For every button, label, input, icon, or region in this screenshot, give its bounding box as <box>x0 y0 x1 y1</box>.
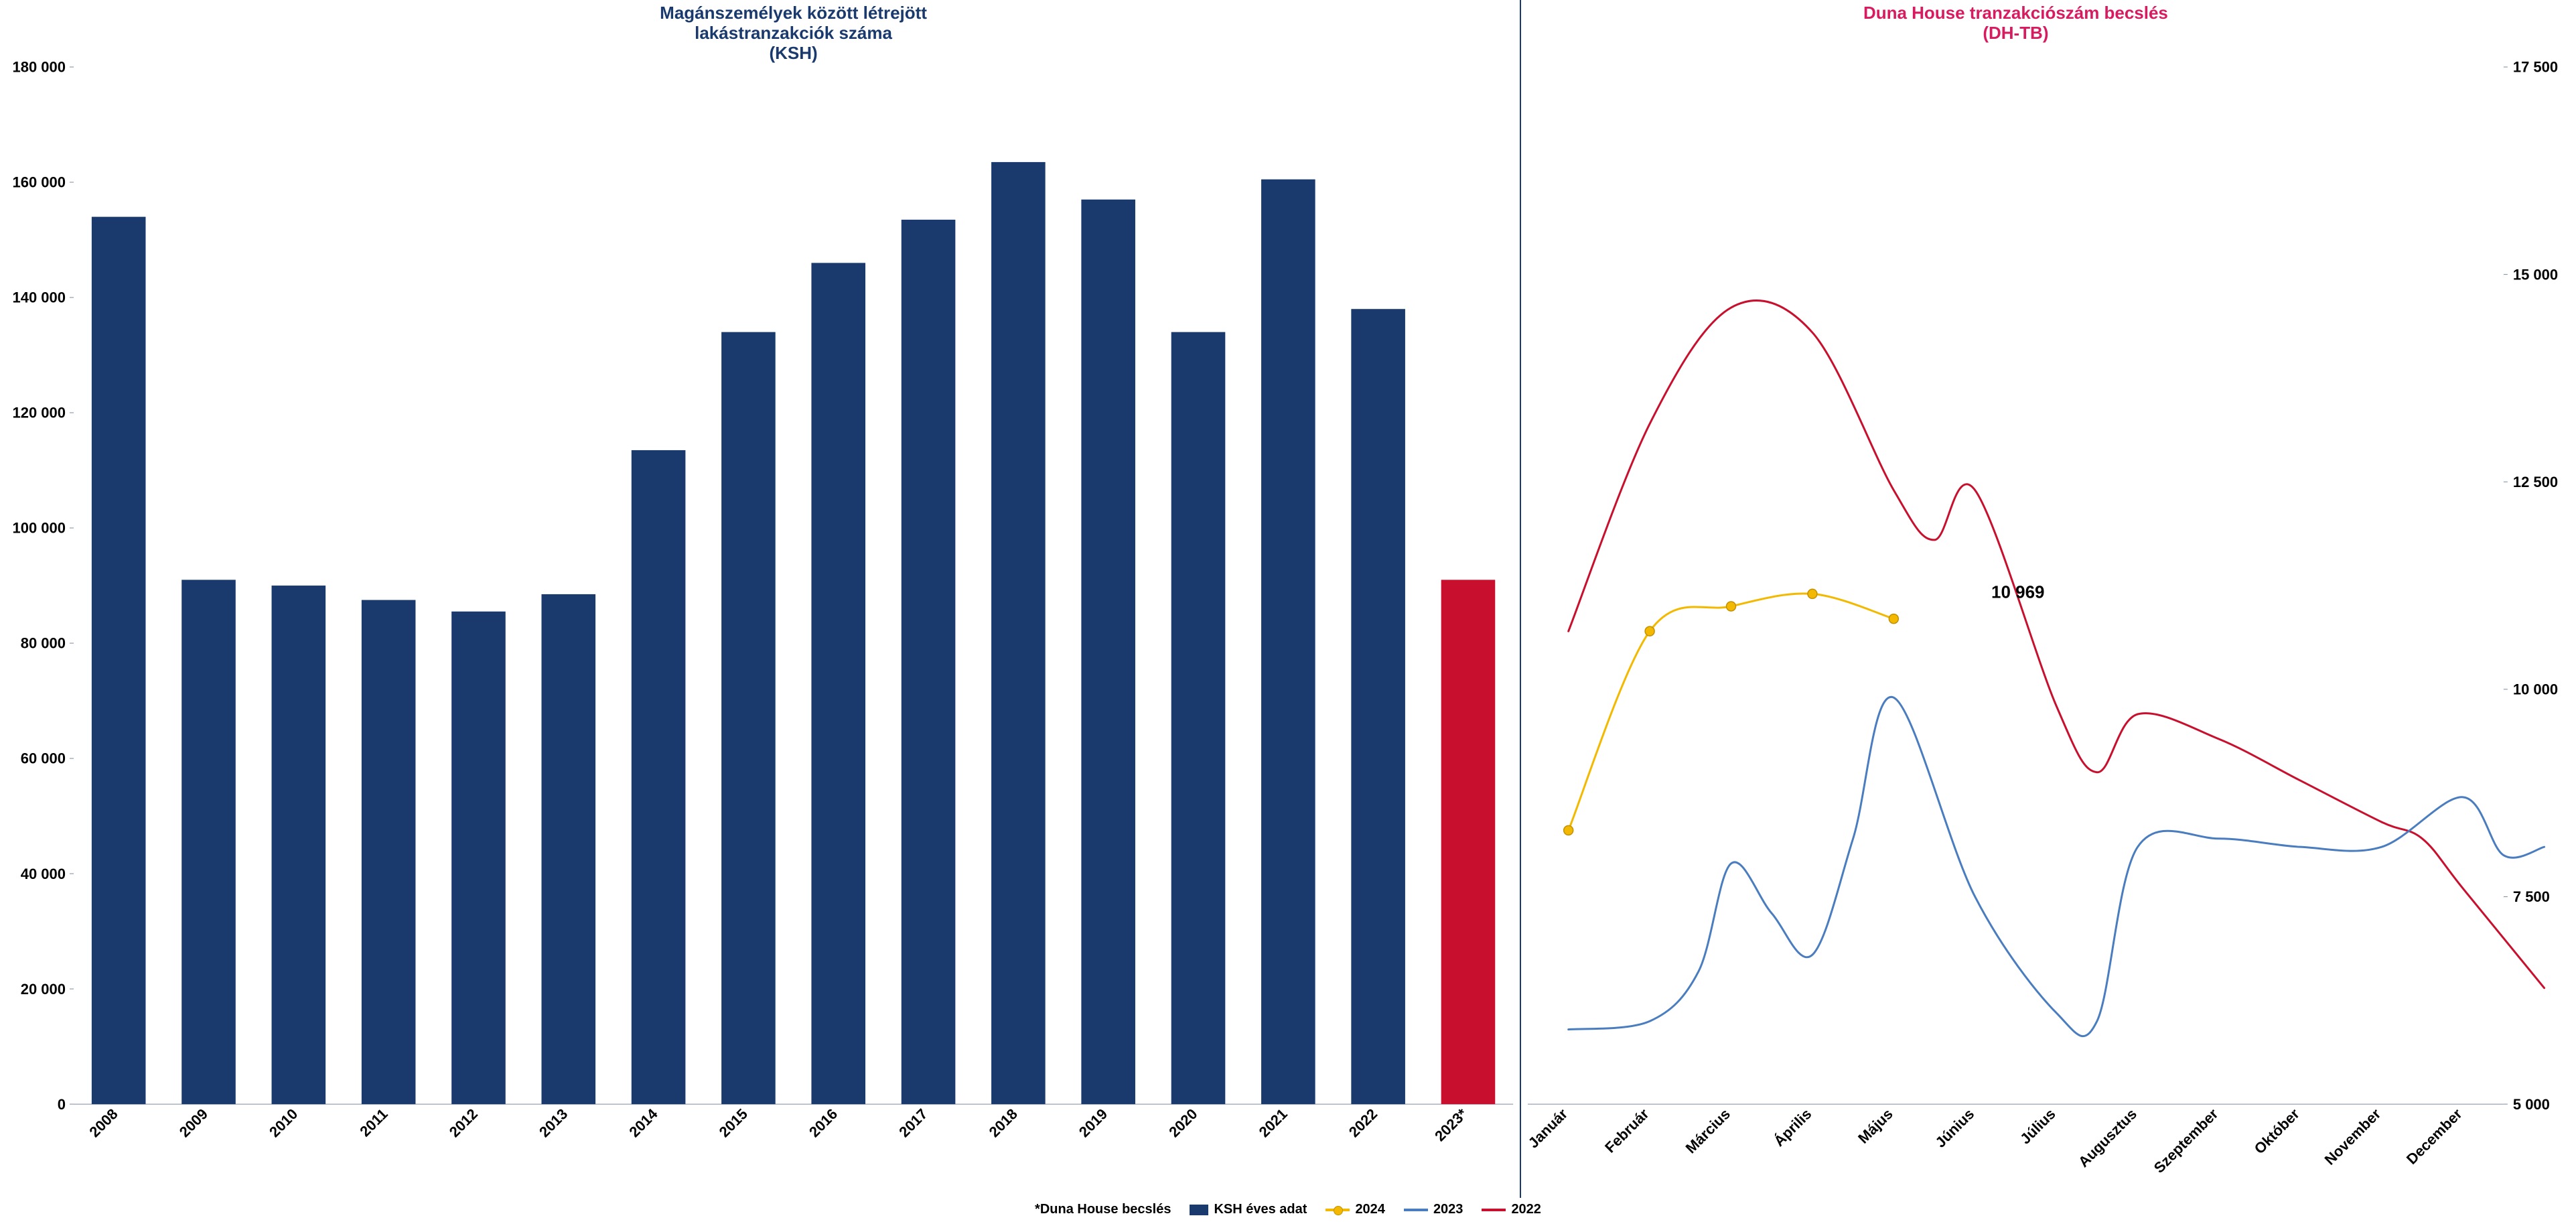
line-chart-xtick-label: December <box>2403 1105 2465 1168</box>
legend-label: KSH éves adat <box>1214 1202 1307 1217</box>
series-2024 <box>1569 594 1894 830</box>
line-chart-ytick-label: 17 500 <box>2513 59 2558 76</box>
chart-container: Magánszemélyek között létrejöttlakástran… <box>0 0 2576 1209</box>
line-chart-xtick-label: Szeptember <box>2151 1105 2222 1176</box>
series-2024-marker <box>1645 626 1654 636</box>
bar-chart-xtick-label: 2020 <box>1165 1105 1200 1140</box>
line-chart-ytick-label: 12 500 <box>2513 474 2558 490</box>
line-chart-xtick-label: November <box>2321 1105 2384 1168</box>
legend-item: *Duna House becslés <box>1035 1202 1171 1217</box>
line-chart-xtick-label: Május <box>1855 1105 1896 1147</box>
bar-chart-xtick-label: 2022 <box>1346 1105 1380 1140</box>
bar <box>1351 309 1405 1104</box>
bar-chart-title-line: (KSH) <box>769 43 817 63</box>
bar-chart-xtick-label: 2015 <box>716 1105 751 1140</box>
bar <box>541 594 595 1104</box>
bar-chart-xtick-label: 2012 <box>446 1105 481 1140</box>
legend-label: 2022 <box>1511 1202 1541 1217</box>
line-chart-xtick-label: Január <box>1525 1105 1571 1152</box>
bar-chart-ytick-label: 20 000 <box>21 981 66 998</box>
bar <box>991 162 1046 1104</box>
bar <box>1081 200 1135 1104</box>
bar-chart-ytick-label: 80 000 <box>21 635 66 652</box>
line-chart-xtick-label: Március <box>1683 1105 1733 1156</box>
legend-swatch-bar <box>1190 1205 1208 1215</box>
bar <box>1171 332 1226 1104</box>
bar-chart-title-line: lakástranzakciók száma <box>695 23 892 43</box>
bar-chart-svg: Magánszemélyek között létrejöttlakástran… <box>0 0 1520 1198</box>
bar-chart-xtick-label: 2023* <box>1431 1105 1471 1145</box>
bar <box>902 220 956 1104</box>
bar-chart-ytick-label: 100 000 <box>12 520 66 537</box>
legend-label: 2023 <box>1433 1202 1463 1217</box>
line-chart-ytick-label: 5 000 <box>2513 1096 2550 1113</box>
legend-item: 2024 <box>1326 1202 1385 1217</box>
bar <box>632 450 686 1104</box>
bar <box>721 332 776 1104</box>
legend-label: *Duna House becslés <box>1035 1202 1171 1217</box>
bar-chart-ytick-label: 160 000 <box>12 174 66 191</box>
bar-chart-xtick-label: 2008 <box>86 1105 121 1140</box>
legend-label: 2024 <box>1355 1202 1385 1217</box>
series-2022 <box>1569 301 2545 988</box>
line-chart-xtick-label: Február <box>1601 1105 1652 1156</box>
bar-chart-xtick-label: 2019 <box>1076 1105 1111 1140</box>
series-2024-marker <box>1727 602 1736 611</box>
line-chart-xtick-label: Október <box>2251 1105 2303 1158</box>
legend-item: 2022 <box>1482 1202 1541 1217</box>
bar-chart-panel: Magánszemélyek között létrejöttlakástran… <box>0 0 1520 1198</box>
legend: *Duna House becslés KSH éves adat 2024 2023… <box>0 1198 2576 1224</box>
line-chart-ytick-label: 15 000 <box>2513 266 2558 283</box>
line-chart-ytick-label: 7 500 <box>2513 888 2550 905</box>
bar <box>362 600 416 1105</box>
line-chart-xtick-label: Április <box>1771 1105 1815 1150</box>
line-chart-xtick-label: Június <box>1932 1105 1978 1151</box>
bar-chart-xtick-label: 2011 <box>356 1105 390 1140</box>
bar-chart-ytick-label: 60 000 <box>21 750 66 767</box>
bar <box>92 217 146 1104</box>
bar <box>451 612 506 1104</box>
series-2024-marker <box>1808 589 1817 598</box>
line-chart-annotation: 10 969 <box>1991 582 2044 602</box>
bar-chart-xtick-label: 2016 <box>806 1105 841 1140</box>
legend-marker-dot <box>1334 1206 1343 1215</box>
bar-chart-ytick-label: 140 000 <box>12 289 66 306</box>
charts-row: Magánszemélyek között létrejöttlakástran… <box>0 0 2576 1198</box>
line-chart-xtick-label: Augusztus <box>2075 1105 2140 1170</box>
legend-swatch-line <box>1404 1209 1428 1211</box>
legend-swatch-line-marker <box>1326 1209 1350 1211</box>
line-chart-xtick-label: Július <box>2017 1105 2059 1148</box>
bar <box>1441 580 1496 1104</box>
bar-chart-xtick-label: 2013 <box>536 1105 571 1140</box>
legend-swatch-line <box>1482 1209 1506 1211</box>
bar-chart-title-line: Magánszemélyek között létrejött <box>660 3 927 23</box>
bar-chart-ytick-label: 0 <box>58 1096 66 1113</box>
series-2023 <box>1569 697 2545 1036</box>
bar-chart-ytick-label: 120 000 <box>12 405 66 421</box>
bar <box>182 580 236 1104</box>
line-chart-ytick-label: 10 000 <box>2513 681 2558 698</box>
bar-chart-xtick-label: 2010 <box>266 1105 301 1140</box>
line-chart-title-line: Duna House tranzakciószám becslés <box>1863 3 2168 23</box>
bar-chart-xtick-label: 2017 <box>896 1105 930 1140</box>
line-chart-title-line: (DH-TB) <box>1983 23 2048 43</box>
legend-item: 2023 <box>1404 1202 1463 1217</box>
series-2024-marker <box>1564 825 1573 835</box>
series-2024-marker <box>1889 614 1898 624</box>
bar-chart-xtick-label: 2009 <box>176 1105 211 1140</box>
bar-chart-xtick-label: 2018 <box>986 1105 1021 1140</box>
bar-chart-ytick-label: 40 000 <box>21 866 66 882</box>
legend-item: KSH éves adat <box>1190 1202 1307 1217</box>
bar <box>811 263 865 1104</box>
bar <box>1261 180 1315 1104</box>
line-chart-panel: Duna House tranzakciószám becslés(DH-TB)… <box>1521 0 2576 1198</box>
line-chart-svg: Duna House tranzakciószám becslés(DH-TB)… <box>1521 0 2576 1198</box>
bar <box>272 586 326 1104</box>
bar-chart-ytick-label: 180 000 <box>12 59 66 76</box>
bar-chart-xtick-label: 2021 <box>1256 1105 1291 1140</box>
bar-chart-xtick-label: 2014 <box>626 1105 661 1140</box>
